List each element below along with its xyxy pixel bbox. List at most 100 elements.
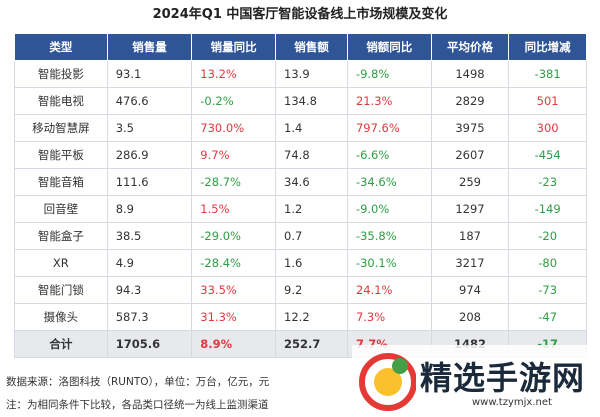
table-cell: 8.9% <box>191 330 277 358</box>
table-row: 智能电视 476.6 -0.2% 134.8 21.3% 2829 501 <box>14 87 587 115</box>
table-cell: 摄像头 <box>14 303 108 331</box>
table-cell: 24.1% <box>346 276 432 304</box>
table-cell: -47 <box>508 303 587 331</box>
table-cell: 合计 <box>14 330 108 358</box>
table-cell: -0.2% <box>191 87 277 115</box>
table-cell: 智能平板 <box>14 141 108 169</box>
table-cell: 74.8 <box>275 141 348 169</box>
table-row: XR 4.9 -28.4% 1.6 -30.1% 3217 -80 <box>14 249 587 277</box>
table-cell: 797.6% <box>346 114 432 142</box>
table-cell: -454 <box>508 141 587 169</box>
table-cell: 2607 <box>430 141 510 169</box>
table-cell: -381 <box>508 60 587 88</box>
table-cell: 300 <box>508 114 587 142</box>
table-cell: -28.4% <box>191 249 277 277</box>
table-cell: -34.6% <box>346 168 432 196</box>
footnote: 注：为相同条件下比较，各品类口径统一为线上监测渠道 <box>6 399 269 411</box>
table-cell: 智能盒子 <box>14 222 108 250</box>
watermark-text: 精选手游网 <box>420 359 586 397</box>
header-cell: 销售量 <box>106 33 193 61</box>
data-table: 类型 销售量 销量同比 销售额 销额同比 平均价格 同比增减 智能投影 93.1 13.2% 13.… <box>14 33 587 358</box>
table-cell: 34.6 <box>275 168 348 196</box>
table-row: 摄像头 587.3 31.3% 12.2 7.3% 208 -47 <box>14 303 587 331</box>
header-cell: 同比增减 <box>508 33 587 61</box>
source-note: 数据来源：洛图科技（RUNTO），单位：万台，亿元，元 <box>6 376 270 388</box>
table-cell: 94.3 <box>106 276 193 304</box>
header-row: 类型 销售量 销量同比 销售额 销额同比 平均价格 同比增减 <box>14 33 587 61</box>
table-row: 移动智慧屏 3.5 730.0% 1.4 797.6% 3975 300 <box>14 114 587 142</box>
table-row: 智能门锁 94.3 33.5% 9.2 24.1% 974 -73 <box>14 276 587 304</box>
table-cell: 回音壁 <box>14 195 108 223</box>
table-cell: 12.2 <box>275 303 348 331</box>
table-cell: 208 <box>430 303 510 331</box>
table-cell: 111.6 <box>106 168 193 196</box>
table-cell: 1.2 <box>275 195 348 223</box>
table-row: 智能投影 93.1 13.2% 13.9 -9.8% 1498 -381 <box>14 60 587 88</box>
table-cell: 501 <box>508 87 587 115</box>
table-cell: 13.2% <box>191 60 277 88</box>
table-cell: 智能门锁 <box>14 276 108 304</box>
table-cell: 974 <box>430 276 510 304</box>
table-cell: 1705.6 <box>106 330 193 358</box>
table-cell: -73 <box>508 276 587 304</box>
title: 2024年Q1 中国客厅智能设备线上市场规模及变化 <box>152 7 448 22</box>
table-cell: 93.1 <box>106 60 193 88</box>
table-cell: 33.5% <box>191 276 277 304</box>
watermark-logo <box>359 353 416 411</box>
table-cell: 259 <box>430 168 510 196</box>
table-cell: 智能音箱 <box>14 168 108 196</box>
table-row: 回音壁 8.9 1.5% 1.2 -9.0% 1297 -149 <box>14 195 587 223</box>
table-cell: -80 <box>508 249 587 277</box>
table-cell: -6.6% <box>346 141 432 169</box>
table-cell: 1297 <box>430 195 510 223</box>
table-cell: 1.5% <box>191 195 277 223</box>
table-cell: 252.7 <box>275 330 348 358</box>
table-row: 智能音箱 111.6 -28.7% 34.6 -34.6% 259 -23 <box>14 168 587 196</box>
watermark-url: www.tzymjx.net <box>472 397 552 408</box>
header-cell: 类型 <box>14 33 108 61</box>
table-cell: 4.9 <box>106 249 193 277</box>
table-cell: 8.9 <box>106 195 193 223</box>
table-cell: 3975 <box>430 114 510 142</box>
table-cell: 智能电视 <box>14 87 108 115</box>
table-cell: 7.3% <box>346 303 432 331</box>
table-cell: 0.7 <box>275 222 348 250</box>
table-cell: 移动智慧屏 <box>14 114 108 142</box>
header-cell: 销额同比 <box>346 33 432 61</box>
table-cell: -29.0% <box>191 222 277 250</box>
table-cell: 3.5 <box>106 114 193 142</box>
table-cell: 2829 <box>430 87 510 115</box>
table-cell: 1.4 <box>275 114 348 142</box>
header-cell: 销售额 <box>275 33 348 61</box>
table-cell: 730.0% <box>191 114 277 142</box>
table-cell: 134.8 <box>275 87 348 115</box>
table-cell: -23 <box>508 168 587 196</box>
table-cell: 智能投影 <box>14 60 108 88</box>
table-cell: 1498 <box>430 60 510 88</box>
table-cell: -35.8% <box>346 222 432 250</box>
table-cell: -9.8% <box>346 60 432 88</box>
table-cell: 476.6 <box>106 87 193 115</box>
table-row: 智能平板 286.9 9.7% 74.8 -6.6% 2607 -454 <box>14 141 587 169</box>
table-cell: -20 <box>508 222 587 250</box>
table-cell: 187 <box>430 222 510 250</box>
table-cell: 3217 <box>430 249 510 277</box>
table-cell: 9.7% <box>191 141 277 169</box>
table-cell: -30.1% <box>346 249 432 277</box>
table-cell: 587.3 <box>106 303 193 331</box>
table-cell: 9.2 <box>275 276 348 304</box>
table-cell: 21.3% <box>346 87 432 115</box>
table-cell: -9.0% <box>346 195 432 223</box>
header-cell: 平均价格 <box>430 33 510 61</box>
table-cell: 38.5 <box>106 222 193 250</box>
table-cell: -149 <box>508 195 587 223</box>
table-cell: XR <box>14 249 108 277</box>
table-cell: 1.6 <box>275 249 348 277</box>
table-cell: 286.9 <box>106 141 193 169</box>
table-row: 智能盒子 38.5 -29.0% 0.7 -35.8% 187 -20 <box>14 222 587 250</box>
watermark: 精选手游网 www.tzymjx.net <box>352 345 600 417</box>
table-cell: 31.3% <box>191 303 277 331</box>
header-cell: 销量同比 <box>191 33 277 61</box>
table-cell: 13.9 <box>275 60 348 88</box>
